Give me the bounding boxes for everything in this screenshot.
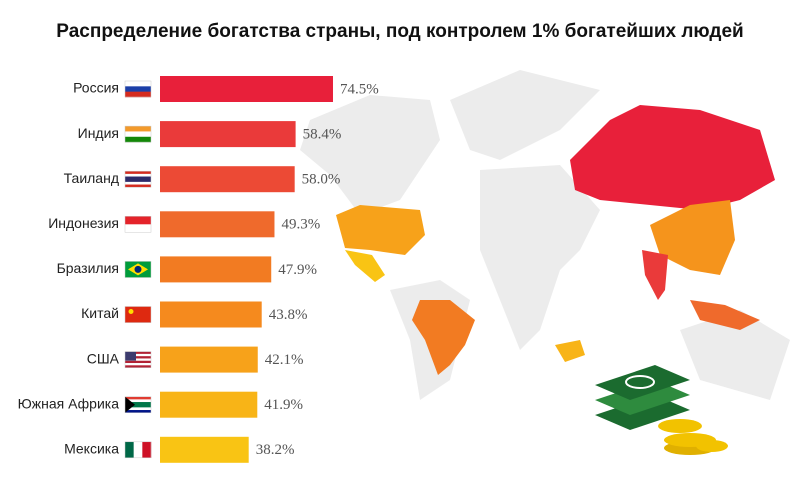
flag bbox=[124, 396, 152, 413]
flag bbox=[124, 306, 152, 323]
y-tick-label: Китай bbox=[81, 305, 119, 321]
flag-stripe bbox=[125, 306, 151, 323]
value-label: 58.0% bbox=[302, 172, 341, 188]
y-tick-label: США bbox=[87, 350, 120, 366]
flag bbox=[124, 80, 152, 98]
flag-shape bbox=[125, 396, 135, 413]
flag-border bbox=[124, 351, 152, 368]
bar bbox=[160, 76, 333, 102]
flag-stripe bbox=[125, 404, 151, 408]
value-label: 47.9% bbox=[278, 262, 317, 278]
flag-stripe bbox=[125, 81, 151, 87]
flag-stripe bbox=[125, 407, 151, 411]
flag-stripe bbox=[142, 441, 152, 458]
flag-stripe bbox=[125, 360, 151, 364]
flag-stripe bbox=[125, 356, 151, 359]
bar bbox=[160, 256, 272, 283]
flag-stripe bbox=[125, 224, 151, 233]
flag-border bbox=[124, 216, 152, 233]
flag-border bbox=[124, 80, 152, 98]
flag-border bbox=[124, 170, 152, 188]
y-tick-label: Мексика bbox=[64, 441, 119, 457]
bar bbox=[160, 301, 262, 328]
flag bbox=[124, 216, 152, 233]
flag-stripe bbox=[125, 131, 151, 138]
flag-shape bbox=[125, 351, 136, 361]
flag-stripe bbox=[125, 173, 151, 177]
chart-title: Распределение богатства страны, под конт… bbox=[56, 21, 743, 42]
flag-stripe bbox=[125, 181, 151, 185]
flag-stripe bbox=[125, 396, 151, 400]
flag-shape bbox=[128, 309, 134, 314]
flag bbox=[124, 351, 152, 368]
flag-stripe bbox=[133, 441, 143, 458]
flag bbox=[124, 170, 152, 188]
flag-stripe bbox=[125, 402, 151, 405]
y-tick-label: Индия bbox=[78, 125, 119, 141]
value-label: 38.2% bbox=[256, 442, 295, 458]
bar bbox=[160, 121, 296, 148]
y-tick-label: Таиланд bbox=[64, 170, 119, 186]
flag-border bbox=[124, 441, 152, 459]
value-label: 42.1% bbox=[265, 352, 304, 368]
flag-border bbox=[124, 125, 152, 143]
value-label: 49.3% bbox=[281, 217, 320, 233]
bar bbox=[160, 211, 275, 238]
flag-border bbox=[124, 306, 152, 323]
flag-stripe bbox=[125, 184, 151, 188]
y-tick-label: Южная Африка bbox=[18, 395, 120, 411]
world-map bbox=[300, 70, 790, 400]
flag-stripe bbox=[125, 441, 134, 458]
value-label: 58.4% bbox=[303, 127, 342, 143]
flag bbox=[124, 441, 152, 459]
bar bbox=[160, 391, 258, 418]
flag bbox=[124, 261, 152, 278]
y-tick-label: Индонезия bbox=[48, 215, 119, 231]
flag-stripe bbox=[125, 136, 151, 143]
flag-stripe bbox=[125, 399, 151, 403]
flag-stripe bbox=[125, 351, 151, 355]
money-icon bbox=[595, 365, 728, 455]
bar bbox=[160, 346, 258, 373]
flag-stripe bbox=[125, 358, 151, 362]
flag-border bbox=[124, 261, 152, 278]
flag-shape bbox=[134, 265, 142, 273]
value-label: 74.5% bbox=[340, 81, 379, 97]
flag-stripe bbox=[125, 216, 151, 225]
flag-border bbox=[124, 396, 152, 413]
flag-stripe bbox=[125, 179, 151, 183]
flag bbox=[124, 125, 152, 143]
flag-stripe bbox=[125, 176, 151, 180]
bar bbox=[160, 436, 249, 463]
flag-stripe bbox=[125, 363, 151, 366]
flag-stripe bbox=[125, 353, 151, 357]
value-label: 41.9% bbox=[264, 397, 303, 413]
flag-stripe bbox=[125, 171, 151, 175]
bar bbox=[160, 166, 295, 193]
flag-stripe bbox=[125, 410, 151, 413]
flag-stripe bbox=[125, 86, 151, 92]
flag-stripe bbox=[125, 365, 151, 368]
y-tick-label: Бразилия bbox=[57, 260, 119, 276]
value-label: 43.8% bbox=[269, 307, 308, 323]
flag-stripe bbox=[125, 91, 151, 98]
flag-stripe bbox=[125, 126, 151, 132]
y-tick-label: Россия bbox=[73, 80, 119, 96]
